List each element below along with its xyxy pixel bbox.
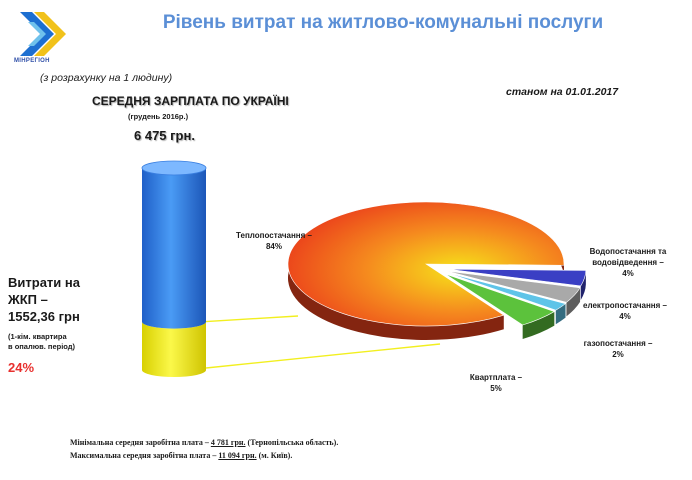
label-rent-pct: 5%: [490, 384, 502, 393]
expenses-line-3: 1552,36 грн: [8, 309, 80, 324]
pie-slice-1: [447, 268, 587, 287]
expenses-line-1: Витрати на: [8, 275, 80, 290]
label-electricity-pct: 4%: [619, 312, 631, 321]
expenses-note: (1-кім. квартира в опалюв. період): [8, 332, 108, 352]
pie-slice-4: [444, 273, 556, 326]
footer-min: Мінімальна середня заробітна плата – 4 7…: [70, 436, 338, 449]
salary-value: 6 475 грн.: [134, 128, 195, 143]
logo-text: МІНРЕГІОН: [14, 58, 50, 64]
salary-period: (грудень 2016р.): [128, 112, 189, 121]
label-heating-pct: 84%: [265, 242, 282, 251]
connector-line-top: [205, 315, 299, 323]
expenses-label: Витрати на ЖКП – 1552,36 грн: [8, 274, 80, 325]
label-water-pct: 4%: [622, 269, 634, 278]
pie-slice-3: [446, 272, 567, 311]
pie-slice-0: [287, 201, 565, 327]
expenses-line-2: ЖКП –: [8, 292, 48, 307]
page-title: Рівень витрат на житлово-комунальні посл…: [162, 12, 604, 33]
footer-min-value: 4 781 грн.: [210, 438, 246, 447]
label-electricity: електропостачання – 4%: [570, 300, 680, 322]
bar-top-cap: [141, 160, 207, 176]
pie-slice-side-2: [566, 287, 581, 317]
label-heating: Теплопостачання – 84%: [228, 230, 320, 252]
footer-min-prefix: Мінімальна середня заробітна плата –: [70, 438, 211, 447]
label-water: Водопостачання та водовідведення – 4%: [578, 246, 678, 279]
label-gas-pct: 2%: [612, 350, 624, 359]
label-rent-name: Квартплата –: [469, 373, 523, 382]
connector-line-bottom: [205, 343, 441, 369]
label-water-name: Водопостачання та водовідведення –: [589, 247, 667, 267]
footer-notes: Мінімальна середня заробітна плата – 4 7…: [70, 436, 338, 462]
subtitle: (з розрахунку на 1 людину): [40, 72, 173, 84]
bar-segment-rest: [142, 168, 206, 329]
bar-segment-expenses: [142, 321, 206, 377]
label-gas: газопостачання – 2%: [566, 338, 670, 360]
pie-slice-2: [447, 270, 581, 303]
expenses-percent: 24%: [8, 360, 35, 375]
expenses-note-2: в опалюв. період): [8, 342, 76, 351]
label-heating-name: Теплопостачання –: [236, 231, 312, 240]
expenses-note-1: (1-кім. квартира: [8, 332, 67, 341]
footer-max-prefix: Максимальна середня заробітна плата –: [70, 451, 219, 460]
salary-heading: СЕРЕДНЯ ЗАРПЛАТА ПО УКРАЇНІ: [92, 94, 289, 108]
pie-slice-side-4: [522, 311, 555, 340]
label-rent: Квартплата – 5%: [448, 372, 544, 394]
footer-min-region: (Тернопільська область).: [245, 438, 339, 447]
footer-max-value: 11 094 грн.: [218, 451, 257, 460]
footer-max-region: (м. Київ).: [256, 451, 293, 460]
label-gas-name: газопостачання –: [583, 339, 653, 348]
as-of-date: станом на 01.01.2017: [506, 86, 619, 98]
label-electricity-name: електропостачання –: [583, 301, 667, 310]
minregion-logo: [20, 12, 66, 56]
footer-max: Максимальна середня заробітна плата – 11…: [70, 449, 338, 462]
